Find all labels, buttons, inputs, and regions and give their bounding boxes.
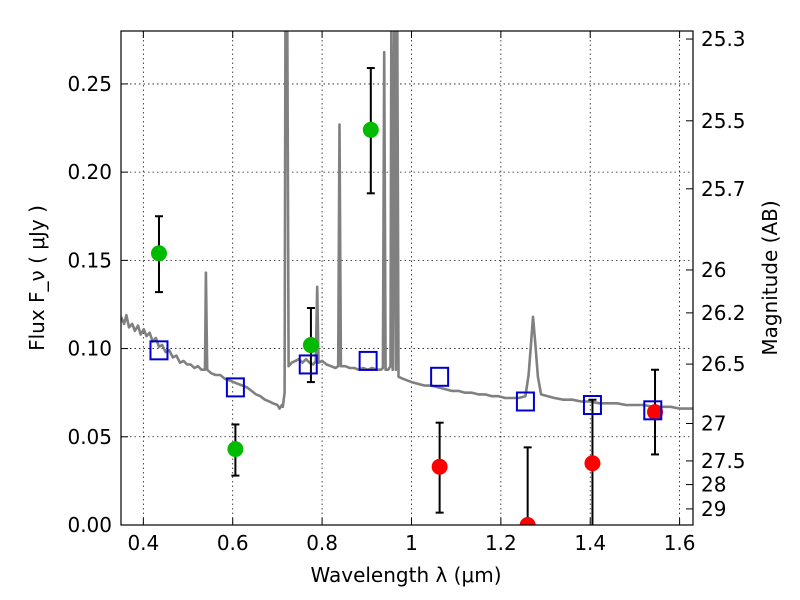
green-circle-point (362, 121, 379, 138)
error-bars (154, 67, 660, 525)
green-circle-point (150, 245, 167, 262)
y-tick-label: 0.15 (67, 248, 112, 272)
x-tick-label: 0.6 (217, 531, 249, 555)
y-axis-title-text: Flux F_ν ( μJy ) (25, 205, 49, 351)
x-tick-label: 0.4 (127, 531, 159, 555)
y-tick-label: 0.25 (67, 72, 112, 96)
data-points (149, 121, 664, 525)
blue-square-point (149, 340, 169, 361)
y-tick-label: 0.00 (67, 513, 112, 537)
green-circle-point (227, 441, 244, 458)
right-tick-label: 26 (701, 258, 726, 282)
red-circle-point (519, 517, 536, 525)
red-circle-point (584, 455, 601, 472)
y-tick-label: 0.10 (67, 337, 112, 361)
y-tick-label: 0.20 (67, 160, 112, 184)
green-circle-point (302, 337, 319, 354)
red-circle-point (431, 458, 448, 475)
x-tick-label: 1.2 (485, 531, 517, 555)
plot-frame (120, 30, 694, 526)
y-tick-label: 0.05 (67, 425, 112, 449)
blue-square-point (582, 395, 602, 416)
model-spectrum (121, 31, 693, 410)
model-spectrum-line (121, 31, 693, 410)
y-axis-title: Flux F_ν ( μJy ) (25, 205, 49, 351)
x-tick-label: 0.8 (306, 531, 338, 555)
red-circle-point (647, 404, 664, 421)
right-tick-label: 25.3 (701, 27, 746, 51)
x-tick-label: 1.4 (574, 531, 606, 555)
right-tick-label: 28 (701, 473, 726, 497)
right-tick-label: 25.7 (701, 177, 746, 201)
right-tick-label: 27 (701, 411, 726, 435)
right-tick-label: 26.5 (701, 352, 746, 376)
x-tick-label: 1.6 (664, 531, 696, 555)
right-tick-label: 25.5 (701, 109, 746, 133)
tick-labels: 0.4 0.6 0.8 1 1.2 1.4 1.6 0.00 0.05 0.10 0.15 0.20 0… (67, 27, 745, 555)
blue-square-point (298, 354, 318, 375)
blue-square-point (358, 350, 378, 371)
blue-square-point (515, 391, 535, 412)
x-tick-label: 1 (405, 531, 418, 555)
axis-ticks (121, 31, 693, 526)
right-tick-label: 26.2 (701, 301, 746, 325)
right-axis-title: Magnitude (AB) (758, 200, 782, 355)
right-tick-label: 29 (701, 497, 726, 521)
blue-square-point (225, 377, 245, 398)
blue-square-point (643, 400, 663, 421)
right-tick-label: 27.5 (701, 449, 746, 473)
blue-square-point (430, 366, 450, 387)
x-axis-title: Wavelength λ (μm) (310, 563, 501, 587)
